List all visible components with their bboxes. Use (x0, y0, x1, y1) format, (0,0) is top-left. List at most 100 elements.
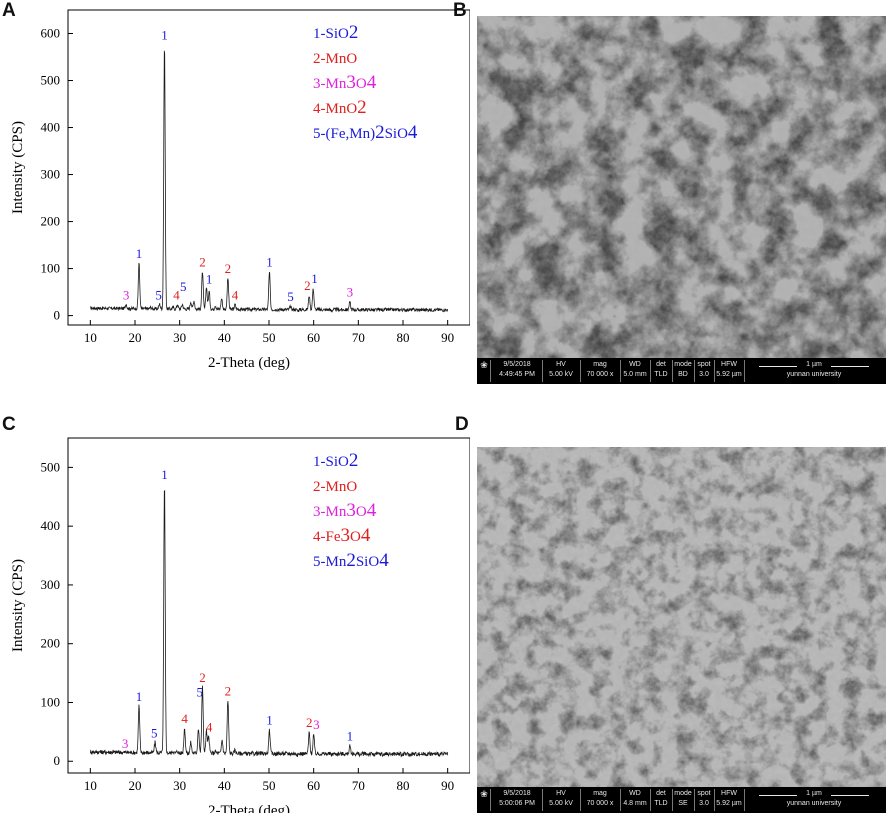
scale-bar-line-left (759, 366, 797, 367)
sem-info-bar-b: ❀ 9/5/2018 4:49:45 PM HV 5.00 kV mag 70 000 x W… (477, 358, 886, 384)
y-axis-label-a: Intensity (CPS) (10, 121, 26, 214)
sem-field-mag: mag 70 000 x (581, 360, 619, 380)
peak-label-c-4: 4 (181, 711, 188, 726)
sem-field-label-hv: HV (556, 790, 566, 797)
sem-divider (490, 789, 491, 811)
sem-field-value-spot: 3.0 (699, 371, 709, 378)
sem-field-label-mag: mag (593, 361, 607, 368)
institution-label: yunnan university (786, 800, 842, 807)
y-tick-label-a-2: 200 (41, 214, 61, 229)
sem-divider (714, 789, 715, 811)
legend-entry-c-0: 1-SiO2 (313, 450, 358, 471)
sem-field-label-hv: HV (556, 361, 566, 368)
y-tick-label-a-5: 500 (41, 73, 61, 88)
sem-field-value-det: TLD (654, 371, 668, 378)
sem-field-label-mag: mag (593, 790, 607, 797)
peak-label-a-7: 1 (206, 272, 213, 287)
sem-field-value-spot: 3.0 (699, 800, 709, 807)
legend-entry-c-4: 5-Mn2SiO4 (313, 550, 389, 571)
y-tick-label-c-5: 500 (41, 459, 61, 474)
x-tick-label-c-8: 90 (441, 778, 454, 793)
sem-divider (714, 360, 715, 382)
fei-logo-icon: ❀ (480, 360, 488, 370)
xrd-chart-a: 10 20 30 40 50 60 70 80 90 0 100 200 300 400 500 600 2-T… (10, 9, 470, 371)
sem-field-value-det: TLD (654, 800, 668, 807)
x-tick-label-a-4: 50 (263, 330, 276, 345)
legend-entry-c-1: 2-MnO (313, 479, 357, 495)
sem-field-det: det TLD (651, 789, 671, 809)
peak-label-a-11: 5 (287, 289, 294, 304)
panel-label-a: A (2, 0, 16, 21)
sem-texture-b (477, 16, 886, 358)
sem-texture-d (477, 447, 886, 787)
sem-field-value-wd: 5.0 mm (623, 371, 647, 378)
y-tick-label-a-3: 300 (41, 167, 61, 182)
sem-divider (650, 789, 651, 811)
sem-field-label-wd: WD (629, 361, 641, 368)
peak-label-a-6: 2 (199, 254, 206, 269)
sem-field-det: det TLD (651, 360, 671, 380)
peak-label-a-10: 1 (266, 254, 273, 269)
peak-label-a-1: 3 (123, 287, 130, 302)
scale-bar-label: 1 µm (806, 790, 822, 797)
legend-entry-a-2: 3-Mn3O4 (313, 72, 377, 93)
sem-divider (694, 789, 695, 811)
y-tick-label-a-6: 600 (41, 26, 61, 41)
scale-bar-line-left (759, 795, 797, 796)
sem-divider (490, 360, 491, 382)
sem-field-label-spot: spot (697, 361, 711, 368)
y-tick-label-a-4: 400 (41, 120, 61, 135)
peak-label-a-8: 2 (225, 261, 232, 276)
x-tick-label-a-0: 10 (84, 330, 97, 345)
peak-label-a-9: 4 (232, 287, 239, 302)
sem-field-value-mode: SE (678, 800, 688, 807)
sem-field-label-det: det (656, 361, 666, 368)
sem-field-value-hv: 5.00 kV (549, 371, 573, 378)
sem-field-label-det: det (656, 790, 666, 797)
peak-label-c-6: 2 (199, 670, 206, 685)
legend-entry-a-3: 4-MnO2 (313, 97, 367, 118)
sem-field-label-date: 9/5/2018 (503, 790, 531, 797)
sem-field-label-mode: mode (674, 361, 692, 368)
sem-field-label-spot: spot (697, 790, 711, 797)
y-tick-label-c-4: 400 (41, 518, 61, 533)
sem-field-label-hfw: HFW (721, 361, 737, 368)
sem-field-hv: HV 5.00 kV (543, 789, 579, 809)
scale-bar: 1 µm yunnan university (749, 360, 879, 380)
sem-field-label-mode: mode (674, 790, 692, 797)
legend-entry-c-3: 4-Fe3O4 (313, 525, 371, 546)
sem-field-hfw: HFW 5.92 µm (715, 789, 743, 809)
peak-label-a-5: 5 (180, 279, 187, 294)
sem-field-wd: WD 4.8 mm (621, 789, 649, 809)
peak-label-c-0: 1 (161, 467, 168, 482)
x-tick-label-c-1: 20 (129, 778, 142, 793)
y-tick-label-c-0: 0 (54, 753, 61, 768)
peak-label-c-1: 3 (122, 736, 129, 751)
x-tick-label-c-2: 30 (173, 778, 186, 793)
sem-field-spot: spot 3.0 (695, 789, 713, 809)
sem-field-value-date: 5:00:06 PM (499, 800, 535, 807)
x-tick-label-c-7: 80 (397, 778, 410, 793)
sem-divider (744, 789, 745, 811)
sem-divider (650, 360, 651, 382)
sem-field-mode: mode SE (673, 789, 693, 809)
sem-image-b: ❀ 9/5/2018 4:49:45 PM HV 5.00 kV mag 70 000 x W… (477, 16, 886, 384)
sem-field-value-hv: 5.00 kV (549, 800, 573, 807)
sem-field-value-mode: BD (678, 371, 688, 378)
peak-label-c-11: 3 (313, 717, 320, 732)
peak-label-a-12: 2 (304, 278, 311, 293)
panel-label-d: D (455, 414, 469, 435)
scale-bar-line-right (831, 366, 869, 367)
sem-field-date: 9/5/2018 5:00:06 PM (493, 789, 541, 809)
sem-field-hv: HV 5.00 kV (543, 360, 579, 380)
institution-label: yunnan university (786, 371, 842, 378)
diffraction-trace-c (89, 490, 449, 758)
sem-field-label-date: 9/5/2018 (503, 361, 531, 368)
sem-field-spot: spot 3.0 (695, 360, 713, 380)
scale-bar: 1 µm yunnan university (749, 789, 879, 809)
peak-label-a-0: 1 (161, 27, 168, 42)
x-tick-label-a-2: 30 (173, 330, 186, 345)
sem-divider (542, 360, 543, 382)
x-tick-label-a-1: 20 (129, 330, 142, 345)
x-tick-label-a-3: 40 (218, 330, 231, 345)
